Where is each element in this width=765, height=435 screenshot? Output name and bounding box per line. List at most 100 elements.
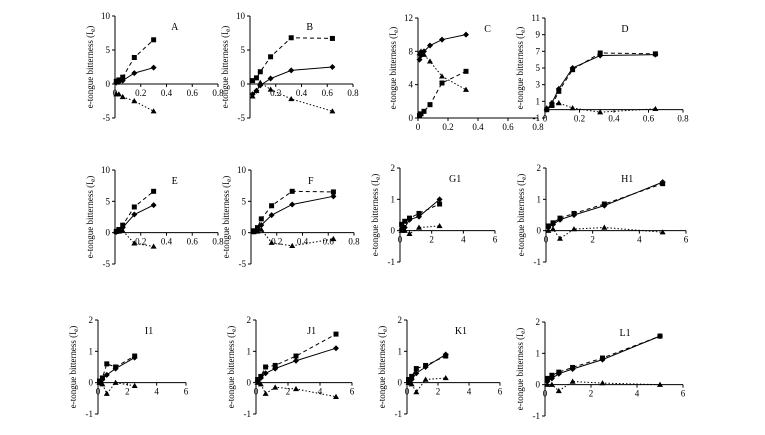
panel-I1: -1 0 1 2 0 2 4 6 e-tongue bitterness (Ie) I1 (68, 315, 189, 419)
x-tick-label: 0.2 (135, 88, 146, 98)
data-point-triangle (131, 98, 138, 104)
x-tick-label: 0 (543, 114, 548, 124)
data-point-triangle (543, 105, 550, 111)
x-tick-label: 4 (154, 387, 159, 397)
x-tick-label: 0.6 (322, 88, 334, 98)
data-point-square (439, 80, 445, 86)
data-point-diamond (330, 193, 337, 200)
y-tick-label: 0 (242, 228, 247, 238)
x-tick-label: 0.2 (270, 88, 281, 98)
data-point-square (250, 78, 256, 84)
y-tick-label: 10 (236, 11, 246, 21)
data-point-diamond (601, 202, 608, 209)
y-tick-label: 0 (241, 79, 246, 89)
data-point-triangle (150, 108, 157, 114)
x-tick-label: 2 (589, 389, 594, 399)
data-point-square (549, 372, 555, 378)
data-point-triangle (401, 227, 408, 233)
x-tick-label: 0.8 (532, 122, 544, 132)
x-tick-label: 6 (350, 387, 355, 397)
y-tick-label: 2 (391, 163, 396, 173)
data-point-square (253, 75, 259, 81)
y-axis-label: e-tongue bitterness (Ie) (515, 27, 527, 110)
data-point-diamond (463, 31, 469, 38)
data-point-diamond (401, 224, 408, 231)
panel-F: -5 0 5 10 0.2 0.4 0.6 0.8 e-tongue bitterness (I… (221, 165, 360, 269)
panel-title: K1 (455, 326, 467, 337)
x-tick-label: 6 (684, 235, 689, 245)
data-point-triangle (569, 378, 576, 384)
x-tick-label: 0.6 (187, 237, 199, 247)
x-tick-label: 0 (416, 122, 421, 132)
data-point-triangle (267, 86, 274, 92)
y-axis-label: e-tongue bitterness (Ie) (388, 27, 400, 110)
data-point-triangle (550, 226, 556, 232)
data-point-diamond (272, 365, 279, 372)
data-point-square (120, 74, 126, 80)
data-point-triangle (548, 381, 555, 387)
data-point-triangle (555, 387, 562, 394)
data-point-triangle (408, 381, 415, 387)
data-point-triangle (268, 239, 275, 245)
data-point-diamond (99, 376, 106, 383)
data-point-diamond (119, 224, 126, 231)
data-point-triangle (439, 73, 445, 79)
panel-title: C (484, 24, 491, 35)
data-point-triangle (330, 235, 337, 242)
x-tick-label: 0.6 (323, 237, 335, 247)
series-line-triangle (253, 228, 334, 247)
y-tick-label: 0 (106, 79, 111, 89)
data-point-diamond (569, 366, 576, 372)
data-point-square (268, 54, 274, 60)
y-tick-label: -5 (239, 259, 247, 269)
data-point-square (131, 204, 137, 210)
y-tick-label: 4 (409, 80, 414, 90)
data-point-square (289, 188, 295, 194)
panel-C: 0 4 8 12 0 0.2 0.4 0.6 0.8 e-tongue bitterness (I… (388, 13, 544, 132)
data-point-diamond (427, 42, 433, 49)
data-point-triangle (254, 379, 261, 385)
data-point-diamond (257, 374, 264, 381)
y-tick-label: 12 (404, 13, 413, 23)
data-point-square (288, 35, 294, 41)
data-point-square (413, 366, 419, 372)
y-tick-label: -5 (238, 113, 246, 123)
panel-title: J1 (307, 326, 316, 337)
data-point-diamond (406, 216, 413, 223)
data-point-diamond (112, 365, 119, 372)
panel-L1: -1 0 1 2 0 2 4 6 e-tongue bitterness (Ie) L1 (515, 317, 686, 421)
panel-title: L1 (619, 328, 630, 339)
data-point-diamond (103, 371, 110, 378)
y-axis-label: e-tongue bitterness (Ie) (515, 328, 527, 411)
data-point-diamond (550, 221, 556, 228)
y-tick-label: 1 (536, 348, 541, 358)
y-tick-label: -1 (533, 411, 541, 421)
data-point-square (418, 111, 424, 117)
series-line-triangle (252, 81, 333, 112)
data-point-square (399, 221, 405, 227)
panel-title: A (171, 22, 179, 33)
data-point-square (406, 377, 412, 383)
data-point-triangle (657, 381, 663, 387)
data-point-triangle (253, 87, 260, 93)
y-tick-label: -1 (395, 409, 403, 419)
panel-title: I1 (145, 326, 153, 337)
data-point-diamond (657, 333, 663, 340)
data-point-triangle (131, 382, 138, 388)
x-tick-label: 0.2 (271, 237, 282, 247)
data-point-triangle (659, 229, 666, 235)
data-point-square (333, 331, 339, 337)
data-point-square (151, 188, 157, 194)
x-tick-label: 2 (286, 387, 291, 397)
data-point-triangle (413, 389, 420, 395)
y-tick-label: 2 (247, 315, 252, 325)
y-tick-label: -1 (244, 409, 252, 419)
data-point-triangle (597, 109, 604, 115)
y-tick-label: 1 (536, 96, 541, 106)
y-tick-label: -1 (86, 409, 94, 419)
data-point-square (544, 375, 550, 381)
y-tick-label: 0 (89, 378, 94, 388)
data-point-triangle (258, 226, 265, 232)
